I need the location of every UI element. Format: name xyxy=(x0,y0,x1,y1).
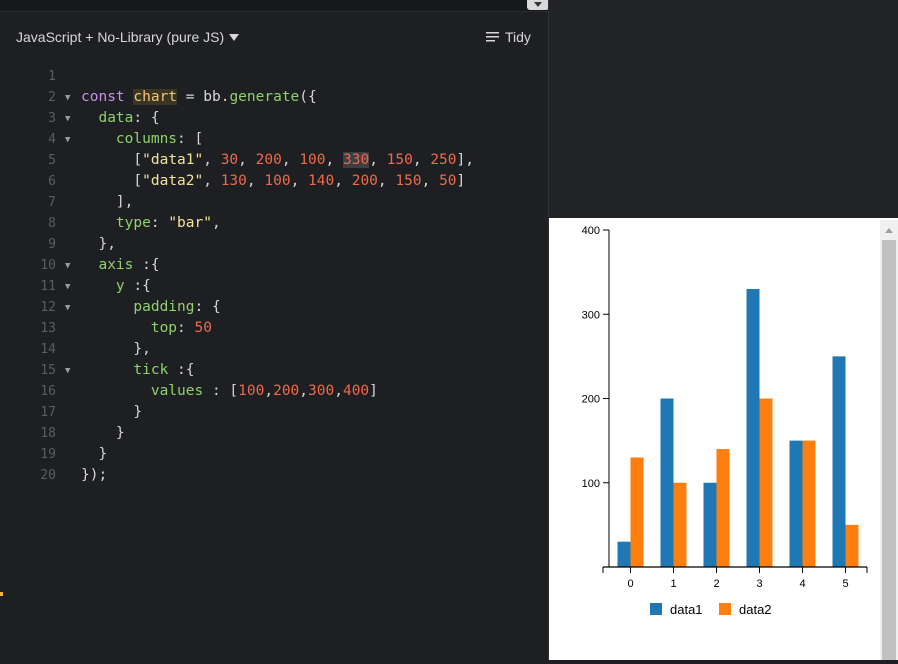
bar-data1-5 xyxy=(832,356,846,567)
fold-arrow-icon[interactable]: ▼ xyxy=(65,93,71,103)
line-number: 19 xyxy=(40,447,56,462)
fold-arrow-icon[interactable]: ▼ xyxy=(65,366,71,376)
line-number: 12 xyxy=(40,300,56,315)
code-line: 1 xyxy=(10,66,548,87)
legend-label-data1: data1 xyxy=(670,602,703,617)
line-number: 16 xyxy=(40,384,56,399)
bar-data2-0 xyxy=(630,457,644,567)
code-line: 4 ▼ columns: [ xyxy=(10,129,548,150)
line-number: 17 xyxy=(40,405,56,420)
chart-preview: 100 200 300 400 0 1 2 3 4 5 data1 data2 xyxy=(549,218,898,660)
bar-chart: 100 200 300 400 0 1 2 3 4 5 data1 data2 xyxy=(582,225,868,617)
code-line: 2 ▼ const chart = bb.generate({ xyxy=(10,87,548,108)
scrollbar-thumb[interactable] xyxy=(882,240,896,660)
line-number: 11 xyxy=(40,279,56,294)
code-line: 8 type: "bar", xyxy=(10,213,548,234)
line-number: 14 xyxy=(40,342,56,357)
preview-scrollbar[interactable] xyxy=(880,220,898,660)
y-tick-label: 400 xyxy=(582,225,600,237)
pane-divider[interactable] xyxy=(548,0,549,660)
x-tick-label: 5 xyxy=(842,578,848,590)
code-line: 18 } xyxy=(10,423,548,444)
code-line: 6 ["data2", 130, 100, 140, 200, 150, 50] xyxy=(10,171,548,192)
gutter-marker xyxy=(0,592,3,596)
bar-data1-4 xyxy=(789,440,803,567)
line-number: 7 xyxy=(48,195,56,210)
fold-arrow-icon[interactable]: ▼ xyxy=(65,261,71,271)
code-line: 19 } xyxy=(10,444,548,465)
line-number: 13 xyxy=(40,321,56,336)
bar-data2-1 xyxy=(673,482,687,567)
y-tick-label: 300 xyxy=(582,309,600,321)
y-tick-label: 200 xyxy=(582,394,600,406)
chevron-down-icon xyxy=(229,33,240,41)
fold-arrow-icon[interactable]: ▼ xyxy=(65,282,71,292)
line-number: 9 xyxy=(48,237,56,252)
x-tick-label: 3 xyxy=(756,578,762,590)
fold-arrow-icon[interactable]: ▼ xyxy=(65,303,71,313)
line-number: 4 xyxy=(48,132,56,147)
bar-data2-2 xyxy=(716,449,730,567)
code-line: 12 ▼ padding: { xyxy=(10,297,548,318)
y-tick-label: 100 xyxy=(582,478,600,490)
code-line: 5 ["data1", 30, 200, 100, 330, 150, 250]… xyxy=(10,150,548,171)
tidy-lines-icon xyxy=(486,32,499,42)
code-line: 9 }, xyxy=(10,234,548,255)
code-line: 11 ▼ y :{ xyxy=(10,276,548,297)
code-line: 16 values : [100,200,300,400] xyxy=(10,381,548,402)
bar-data1-0 xyxy=(617,541,631,567)
code-line: 20}); xyxy=(10,465,548,486)
tidy-label: Tidy xyxy=(505,29,531,45)
legend-swatch-data2 xyxy=(719,603,731,615)
code-line: 15 ▼ tick :{ xyxy=(10,360,548,381)
code-line: 7 ], xyxy=(10,192,548,213)
line-number: 15 xyxy=(40,363,56,378)
language-select[interactable]: JavaScript + No-Library (pure JS) xyxy=(16,29,240,45)
fold-arrow-icon[interactable]: ▼ xyxy=(65,114,71,124)
fold-arrow-icon[interactable]: ▼ xyxy=(65,135,71,145)
x-tick-label: 1 xyxy=(670,578,676,590)
language-label: JavaScript + No-Library (pure JS) xyxy=(16,29,225,45)
editor-header xyxy=(0,12,548,62)
x-tick-label: 0 xyxy=(627,578,633,590)
line-number: 6 xyxy=(48,174,56,189)
line-number: 20 xyxy=(40,468,56,483)
line-number: 8 xyxy=(48,216,56,231)
tidy-button[interactable]: Tidy xyxy=(486,29,531,45)
code-editor[interactable]: 1 2 ▼ const chart = bb.generate({ 3 ▼ data:… xyxy=(10,66,548,660)
line-number: 10 xyxy=(40,258,56,273)
code-line: 17 } xyxy=(10,402,548,423)
bar-data1-1 xyxy=(660,398,674,567)
bar-data2-3 xyxy=(759,398,773,567)
collapse-toggle-icon[interactable] xyxy=(527,0,549,10)
line-number: 5 xyxy=(48,153,56,168)
line-number: 2 xyxy=(48,90,56,105)
legend-label-data2: data2 xyxy=(739,602,772,617)
line-number: 18 xyxy=(40,426,56,441)
scroll-up-arrow-icon[interactable] xyxy=(880,224,898,238)
x-tick-label: 2 xyxy=(713,578,719,590)
line-number: 1 xyxy=(48,69,56,84)
code-line: 14 }, xyxy=(10,339,548,360)
bar-data2-5 xyxy=(845,524,859,567)
x-tick-label: 4 xyxy=(799,578,805,590)
legend-swatch-data1 xyxy=(650,603,662,615)
top-strip xyxy=(0,0,549,12)
line-number: 3 xyxy=(48,111,56,126)
bar-data1-2 xyxy=(703,482,717,567)
results-header-area xyxy=(549,0,898,218)
bar-data1-3 xyxy=(746,288,760,567)
bar-data2-4 xyxy=(802,440,816,567)
code-line: 10 ▼ axis :{ xyxy=(10,255,548,276)
code-line: 13 top: 50 xyxy=(10,318,548,339)
code-line: 3 ▼ data: { xyxy=(10,108,548,129)
